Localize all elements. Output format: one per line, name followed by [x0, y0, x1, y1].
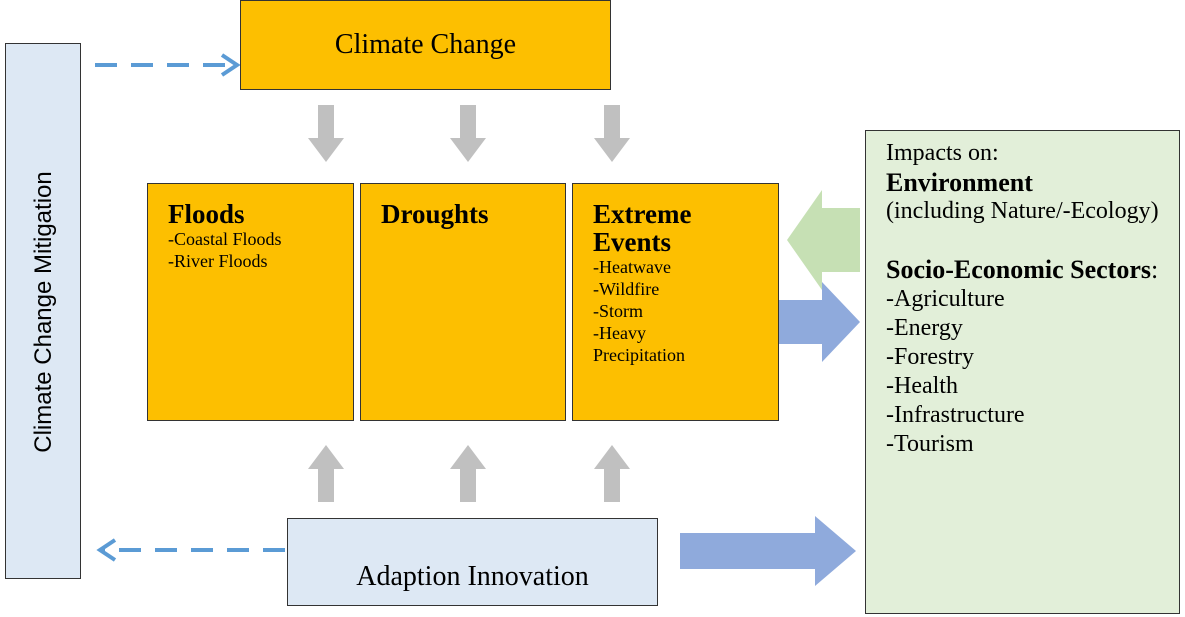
- impacts-heading: Impacts on:: [886, 140, 999, 166]
- sector: -Tourism: [886, 431, 974, 457]
- green-arrow: [787, 190, 860, 290]
- sector: -Health: [886, 373, 958, 399]
- climate-change-label: Climate Change: [334, 29, 517, 60]
- blue-arrow: [680, 516, 856, 586]
- mitigation-box: Climate Change Mitigation: [5, 43, 81, 579]
- hazard-item: -Coastal Floods: [168, 229, 282, 249]
- hazard-item: -Wildfire: [593, 279, 660, 299]
- dashed-arrows: [95, 53, 285, 562]
- hazard-item: -Heatwave: [593, 257, 671, 277]
- impacts-box: Impacts on: Environment (including Natur…: [865, 130, 1180, 614]
- adaption-box: Adaption Innovation: [287, 518, 658, 606]
- gray-arrows: [308, 105, 630, 502]
- environment: Environment: [886, 168, 1033, 197]
- climate-change-box: Climate Change: [240, 0, 611, 90]
- hazard-box: Extreme Events -Heatwave -Wildfire -Stor…: [572, 183, 779, 421]
- sector: -Energy: [886, 315, 963, 341]
- sectors-title: Socio-Economic Sectors: [886, 255, 1152, 284]
- sector: -Infrastructure: [886, 402, 1025, 428]
- sector: -Agriculture: [886, 286, 1005, 312]
- adaption-label: Adaption Innovation: [356, 561, 589, 592]
- sectors-heading: Socio-Economic Sectors:: [886, 254, 1161, 285]
- blue-arrow: [772, 282, 860, 362]
- mitigation-label: Climate Change Mitigation: [30, 171, 57, 453]
- hazard-title: Droughts: [381, 199, 489, 229]
- hazard-box: Floods -Coastal Floods -River Floods: [147, 183, 354, 421]
- hazard-title: Floods: [168, 199, 245, 229]
- environment-note: (including Nature/-Ecology): [886, 198, 1159, 224]
- hazard-item: -River Floods: [168, 251, 268, 271]
- hazard-box: Droughts: [360, 183, 566, 421]
- sectors-suffix: :: [1151, 255, 1159, 284]
- sector: -Forestry: [886, 344, 974, 370]
- hazard-item: -Heavy Precipitation: [593, 323, 685, 365]
- hazard-title: Extreme Events: [593, 199, 692, 257]
- hazard-item: -Storm: [593, 301, 644, 321]
